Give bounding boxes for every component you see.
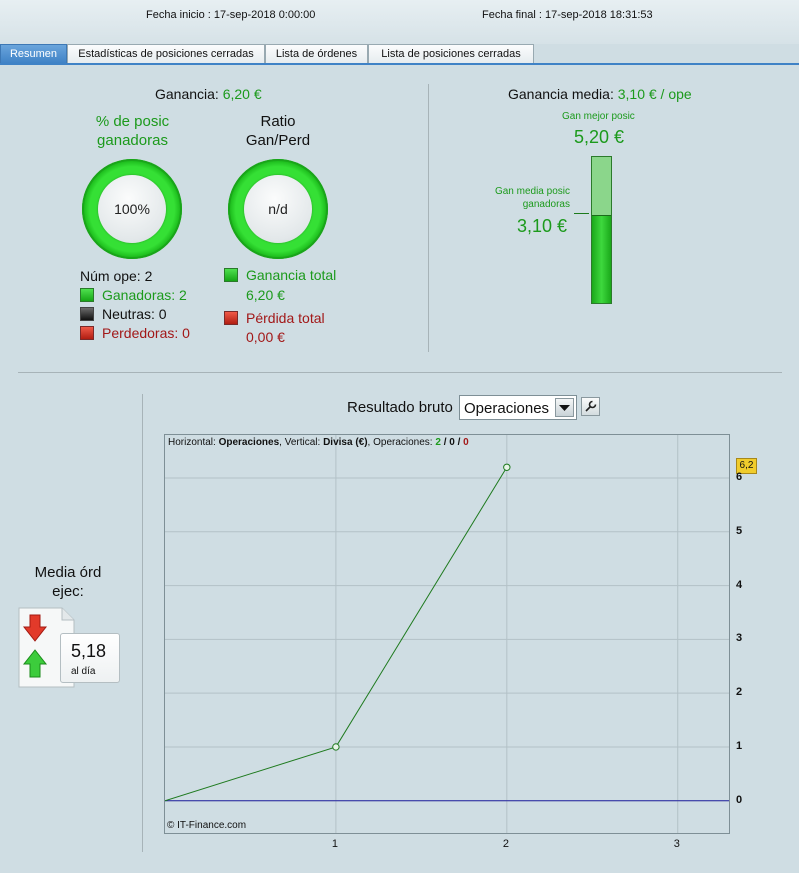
y-tick-label-2: 2 [736, 686, 743, 699]
ganadoras-swatch [80, 288, 94, 302]
media-label: Gan media posic ganadoras [478, 185, 570, 211]
tab-underline [0, 63, 799, 65]
tab-lista-posiciones[interactable]: Lista de posiciones cerradas [368, 44, 534, 63]
ganancia-media-bar [591, 156, 612, 304]
chart-svg [165, 435, 729, 833]
perdida-total-swatch [224, 311, 238, 325]
vertical-divider-bottom [142, 394, 143, 852]
y-tick-label-4: 4 [736, 578, 743, 591]
y-tick-label-1: 1 [736, 739, 743, 752]
ratio-title-line2: Gan/Perd [245, 132, 311, 149]
chevron-down-icon[interactable] [555, 398, 574, 417]
media-label-line1: Gan media posic [494, 186, 570, 197]
pct-title-line2: ganadoras [97, 132, 168, 149]
wrench-icon [585, 400, 597, 412]
tab-resumen[interactable]: Resumen [0, 44, 67, 63]
perdida-total-value: 0,00 € [246, 329, 285, 345]
legend-sep1: / [440, 437, 450, 448]
perdida-total-label: Pérdida total [246, 310, 325, 326]
neutras-count: Neutras: 0 [102, 306, 167, 322]
tab-lista-ordenes[interactable]: Lista de órdenes [265, 44, 368, 63]
vertical-divider [428, 84, 429, 352]
media-ord-value: 5,18 [71, 641, 107, 661]
ganancia-total-swatch [224, 268, 238, 282]
ganancia-media-value: 3,10 € / ope [617, 86, 692, 102]
chart-metric-select[interactable]: Operaciones [459, 395, 577, 420]
ganancia-total-value: 6,20 € [246, 287, 285, 303]
horizontal-divider [18, 372, 782, 373]
ganancia-total-label: Ganancia total [246, 267, 337, 283]
media-ord-unit: al día [71, 666, 96, 677]
legend-mid: , Vertical: [279, 437, 324, 448]
pct-ganadoras-gauge: 100% [82, 159, 182, 259]
legend-vertical: Divisa (€) [323, 437, 368, 448]
tab-bar: Resumen Estadísticas de posiciones cerra… [0, 43, 799, 65]
arrow-up-icon [22, 649, 48, 678]
ganadoras-count: Ganadoras: 2 [102, 287, 187, 303]
ganancia-value: 6,20 € [222, 86, 262, 102]
chart-legend: Horizontal: Operaciones, Vertical: Divis… [168, 437, 469, 448]
legend-count-green: 2 [435, 437, 441, 448]
y-tick-label-0: 0 [736, 793, 743, 806]
neutras-swatch [80, 307, 94, 321]
perdedoras-swatch [80, 326, 94, 340]
media-ord-card: 5,18 al día [60, 633, 120, 683]
ganancia-label: Ganancia: [155, 86, 219, 102]
legend-count-neutral: 0 [449, 437, 455, 448]
legend-horizontal: Operaciones [218, 437, 280, 448]
y-tick-label-6: 6 [736, 471, 743, 484]
perdedoras-count: Perdedoras: 0 [102, 325, 190, 341]
y-tick-label-3: 3 [736, 632, 743, 645]
data-point-2 [503, 463, 511, 471]
pct-title: % de posic ganadoras [80, 112, 185, 150]
media-ord-title-line2: ejec: [52, 583, 84, 600]
ganancia-media-row: Ganancia media: 3,10 € / ope [508, 86, 692, 102]
end-date: Fecha final : 17-sep-2018 18:31:53 [482, 9, 653, 21]
tab-estadisticas[interactable]: Estadísticas de posiciones cerradas [67, 44, 265, 63]
wrench-settings-button[interactable] [581, 397, 600, 416]
x-tick-label-3: 3 [673, 838, 680, 850]
chart-plot-area[interactable]: Horizontal: Operaciones, Vertical: Divis… [164, 434, 730, 834]
start-date: Fecha inicio : 17-sep-2018 0:00:00 [146, 9, 316, 21]
legend-sep2: / [454, 437, 464, 448]
mejor-value: 5,20 € [574, 127, 625, 147]
data-point-1 [332, 743, 340, 751]
x-tick-label-2: 2 [502, 838, 509, 850]
ganancia-row: Ganancia: 6,20 € [155, 86, 262, 102]
ganancia-media-label: Ganancia media: [508, 86, 614, 102]
last-value-badge: 6,2 [736, 458, 757, 475]
ratio-title-line1: Ratio [260, 113, 296, 130]
media-ord-title: Media órd ejec: [18, 563, 118, 601]
media-ord-title-line1: Media órd [34, 564, 102, 581]
ratio-title: Ratio Gan/Perd [228, 112, 328, 150]
media-value: 3,10 € [517, 216, 568, 236]
chart-metric-select-value: Operaciones [464, 400, 550, 417]
pct-title-line1: % de posic [95, 113, 170, 130]
ratio-value: n/d [244, 175, 312, 243]
arrow-down-icon [22, 614, 48, 642]
media-pointer-arrow [574, 213, 589, 214]
chart-title: Resultado bruto [347, 399, 453, 416]
mejor-label: Gan mejor posic [562, 111, 635, 122]
media-label-line2: ganadoras [522, 199, 570, 210]
ganancia-media-bar-fill [592, 214, 611, 303]
header-bar: Fecha inicio : 17-sep-2018 0:00:00 Fecha… [0, 0, 799, 44]
num-ope: Núm ope: 2 [80, 268, 153, 284]
ratio-gauge: n/d [228, 159, 328, 259]
legend-count-red: 0 [463, 437, 469, 448]
pct-ganadoras-value: 100% [98, 175, 166, 243]
legend-ops: , Operaciones: [367, 437, 436, 448]
chart-watermark: © IT-Finance.com [167, 820, 247, 831]
x-tick-label-1: 1 [331, 838, 339, 850]
y-tick-label-5: 5 [736, 524, 743, 537]
legend-prefix: Horizontal: [168, 437, 219, 448]
